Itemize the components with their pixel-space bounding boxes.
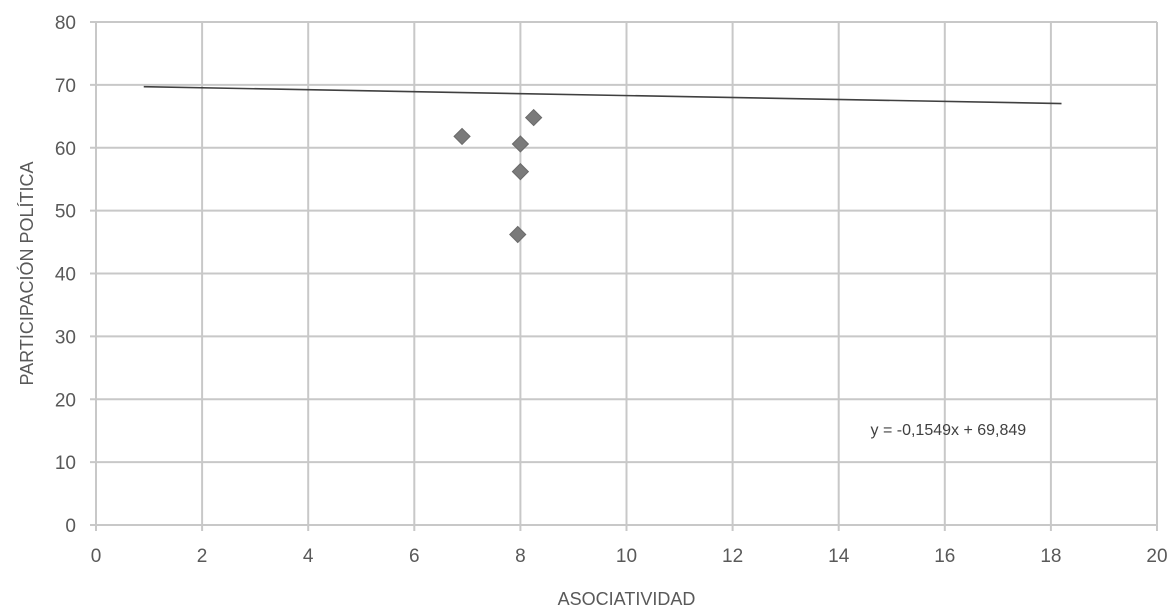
x-tick-label: 2 (197, 546, 208, 567)
y-tick-label: 40 (55, 265, 76, 286)
x-tick-label: 0 (91, 546, 102, 567)
x-axis-title: ASOCIATIVIDAD (558, 589, 696, 609)
x-tick-label: 8 (515, 546, 526, 567)
y-tick-label: 70 (55, 76, 76, 97)
y-axis-title: PARTICIPACIÓN POLÍTICA (16, 161, 37, 385)
x-tick-label: 12 (722, 546, 743, 567)
data-point (509, 225, 527, 244)
y-tick-label: 10 (55, 453, 76, 474)
y-tick-label: 0 (65, 516, 76, 537)
x-tick-label: 20 (1146, 546, 1167, 567)
x-tick-label: 6 (409, 546, 420, 567)
x-tick-label: 4 (303, 546, 314, 567)
data-point (511, 162, 530, 181)
trendline-group (143, 85, 1062, 105)
x-tick-label: 14 (828, 546, 850, 567)
data-point (511, 135, 530, 153)
trendline-equation: y = -0,1549x + 69,849 (871, 422, 1027, 439)
gridlines (90, 21, 1158, 531)
x-tick-label: 18 (1040, 546, 1061, 567)
x-tick-label: 10 (616, 546, 637, 567)
trendline (143, 85, 1062, 105)
y-tick-label: 60 (55, 139, 76, 160)
y-tick-label: 30 (55, 327, 76, 348)
x-tick-label: 16 (934, 546, 955, 567)
tick-labels: 0 10 20 30 40 50 60 70 80 0 2 4 6 8 10 12 14 16 18 20 (55, 13, 1168, 567)
y-tick-label: 20 (55, 390, 76, 411)
y-tick-label: 50 (55, 202, 76, 223)
data-point (453, 127, 471, 146)
data-points (453, 108, 543, 244)
data-point (524, 108, 543, 127)
y-tick-label: 80 (55, 13, 76, 34)
